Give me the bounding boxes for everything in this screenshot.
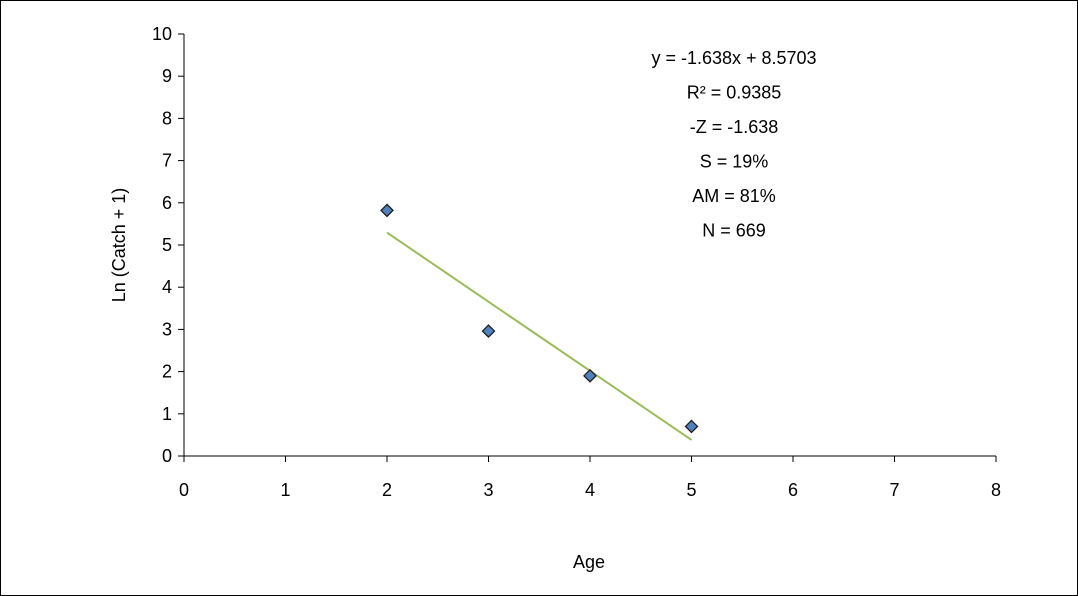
annotation-line: -Z = -1.638: [690, 117, 779, 137]
y-tick-label: 8: [162, 108, 172, 128]
trendline-group: [386, 231, 693, 441]
annotation-line: S = 19%: [700, 152, 769, 172]
x-tick-label: 7: [889, 480, 899, 500]
x-tick-label: 8: [991, 480, 1001, 500]
y-axis-label: Ln (Catch + 1): [109, 188, 129, 303]
x-axis-label: Age: [573, 552, 605, 572]
y-tick-label: 7: [162, 151, 172, 171]
y-tick-label: 10: [152, 24, 172, 44]
annotation-line: R² = 0.9385: [687, 83, 782, 103]
annotation-line: N = 669: [702, 221, 766, 241]
data-point-diamond: [583, 368, 597, 383]
data-point-diamond: [481, 324, 496, 339]
y-tick-label: 2: [162, 362, 172, 382]
data-point-diamond: [380, 203, 394, 218]
y-tick-label: 4: [162, 277, 172, 297]
y-tick-label: 0: [162, 446, 172, 466]
y-tick-label: 5: [162, 235, 172, 255]
y-tick-label: 3: [162, 319, 172, 339]
x-tick-label: 1: [280, 480, 290, 500]
y-tick-label: 6: [162, 193, 172, 213]
data-point-diamond: [684, 419, 699, 434]
annotation-line: y = -1.638x + 8.5703: [651, 48, 816, 68]
x-tick-label: 6: [788, 480, 798, 500]
y-tick-label: 9: [162, 66, 172, 86]
x-tick-label: 4: [585, 480, 595, 500]
y-axis-ticks: 0 1 2 3 4 5 6 7 8 9 10: [152, 24, 184, 466]
trendline: [386, 231, 693, 441]
x-tick-label: 3: [483, 480, 493, 500]
x-tick-label: 0: [179, 480, 189, 500]
x-tick-label: 2: [382, 480, 392, 500]
y-tick-label: 1: [162, 404, 172, 424]
data-points: [380, 203, 699, 434]
annotation-line: AM = 81%: [692, 186, 776, 206]
x-axis-ticks: 0 1 2 3 4 5 6 7 8: [179, 456, 1001, 500]
regression-annotations: y = -1.638x + 8.5703 R² = 0.9385 -Z = -1.6…: [651, 48, 816, 241]
x-tick-label: 5: [686, 480, 696, 500]
